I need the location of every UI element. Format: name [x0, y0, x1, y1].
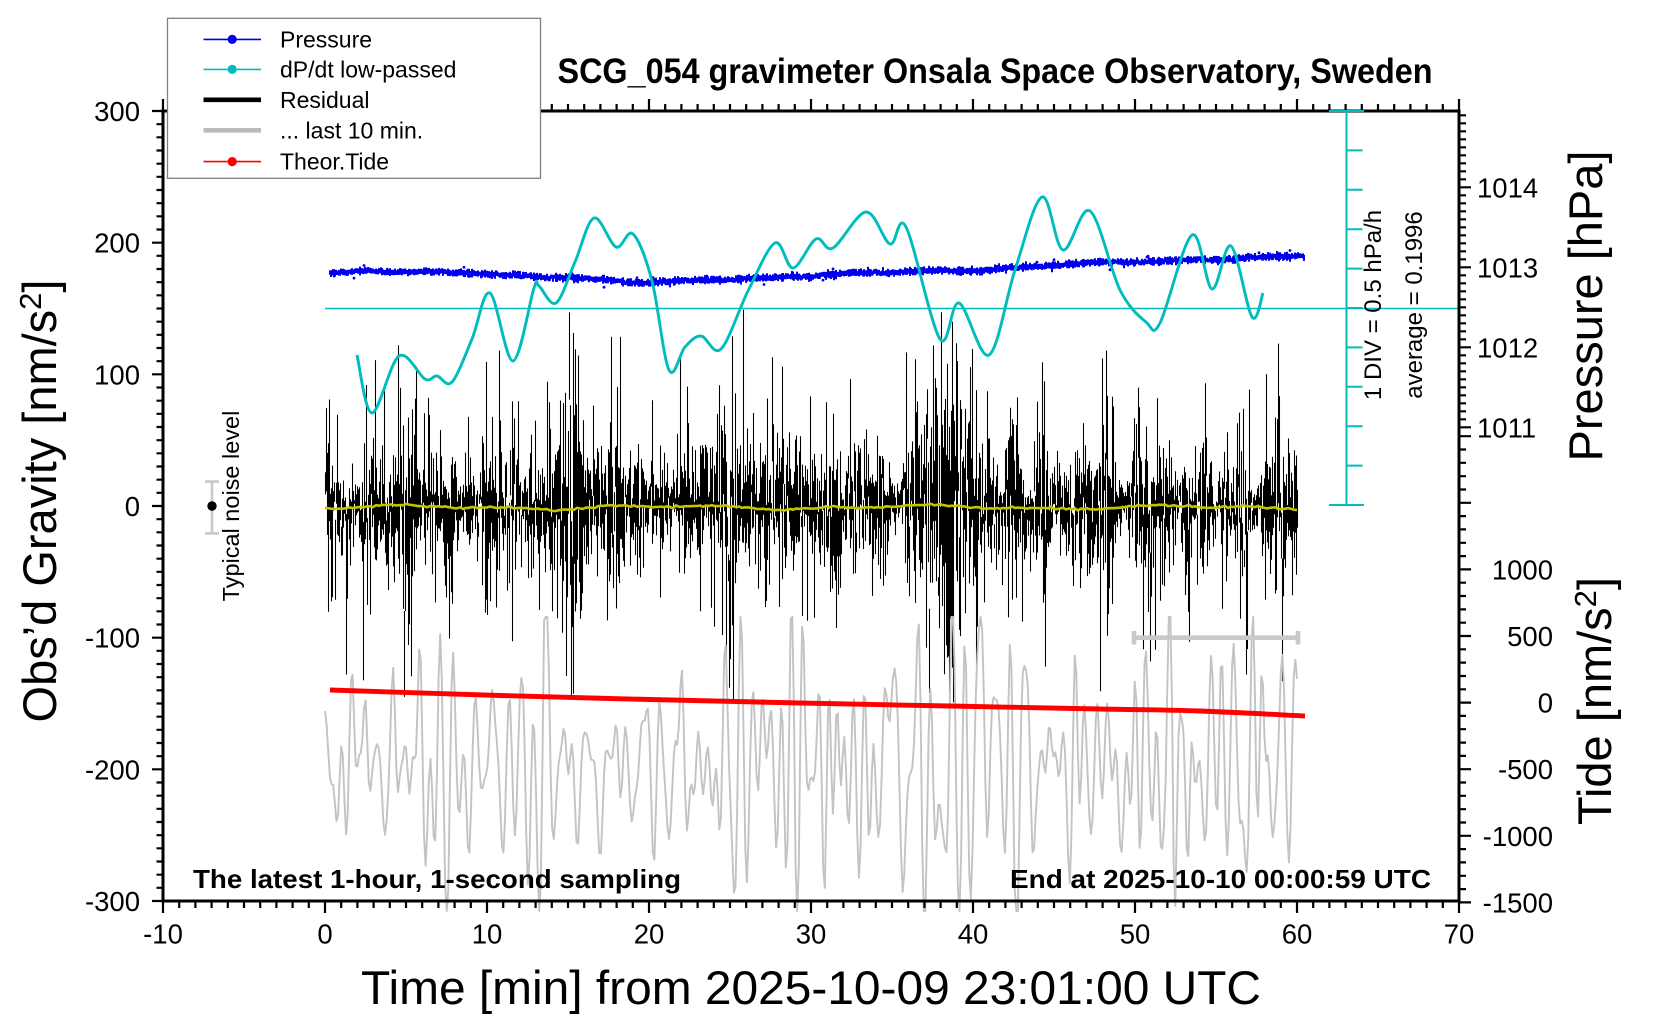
svg-text:40: 40	[958, 919, 989, 950]
svg-text:1014: 1014	[1477, 172, 1538, 203]
svg-text:100: 100	[94, 359, 140, 390]
svg-text:10: 10	[472, 919, 503, 950]
svg-text:30: 30	[796, 919, 827, 950]
svg-text:1012: 1012	[1477, 332, 1538, 363]
svg-text:-10: -10	[143, 919, 183, 950]
svg-text:-1000: -1000	[1483, 821, 1553, 852]
svg-text:500: 500	[1507, 621, 1553, 652]
svg-text:50: 50	[1120, 919, 1151, 950]
svg-text:70: 70	[1444, 919, 1475, 950]
svg-text:-500: -500	[1498, 754, 1553, 785]
svg-text:End at 2025-10-10 00:00:59 UTC: End at 2025-10-10 00:00:59 UTC	[1010, 864, 1431, 894]
svg-text:1 DIV = 0.5 hPa/h: 1 DIV = 0.5 hPa/h	[1360, 210, 1387, 400]
svg-text:20: 20	[634, 919, 665, 950]
svg-text:200: 200	[94, 228, 140, 259]
svg-text:Pressure [hPa]: Pressure [hPa]	[1559, 151, 1612, 462]
svg-text:1000: 1000	[1492, 554, 1553, 585]
svg-text:-300: -300	[85, 886, 140, 917]
svg-text:0: 0	[1538, 688, 1553, 719]
svg-text:Typical noise level: Typical noise level	[218, 411, 244, 602]
svg-text:60: 60	[1282, 919, 1313, 950]
svg-text:0: 0	[125, 491, 140, 522]
svg-text:dP/dt low-passed: dP/dt low-passed	[280, 56, 456, 82]
svg-text:Pressure: Pressure	[280, 26, 372, 52]
svg-text:300: 300	[94, 96, 140, 127]
svg-text:Tide [nm/s2]: Tide [nm/s2]	[1568, 577, 1621, 825]
svg-text:Theor.Tide: Theor.Tide	[280, 149, 389, 175]
svg-text:Obs’d Gravity [nm/s2]: Obs’d Gravity [nm/s2]	[13, 280, 66, 723]
svg-text:1011: 1011	[1477, 412, 1536, 443]
svg-text:Time [min] from 2025-10-09 23:: Time [min] from 2025-10-09 23:01:00 UTC	[361, 961, 1261, 1014]
svg-text:-200: -200	[85, 754, 140, 785]
svg-text:-100: -100	[85, 623, 140, 654]
svg-text:-1500: -1500	[1483, 887, 1553, 918]
svg-text:... last 10 min.: ... last 10 min.	[280, 117, 423, 143]
svg-text:The latest 1-hour, 1-second sa: The latest 1-hour, 1-second sampling	[193, 864, 681, 894]
svg-text:0: 0	[317, 919, 332, 950]
svg-text:Residual: Residual	[280, 87, 370, 113]
svg-text:SCG_054 gravimeter Onsala Spac: SCG_054 gravimeter Onsala Space Observat…	[558, 52, 1433, 91]
svg-text:1013: 1013	[1477, 252, 1538, 283]
svg-text:average = 0.1996: average = 0.1996	[1401, 211, 1428, 399]
